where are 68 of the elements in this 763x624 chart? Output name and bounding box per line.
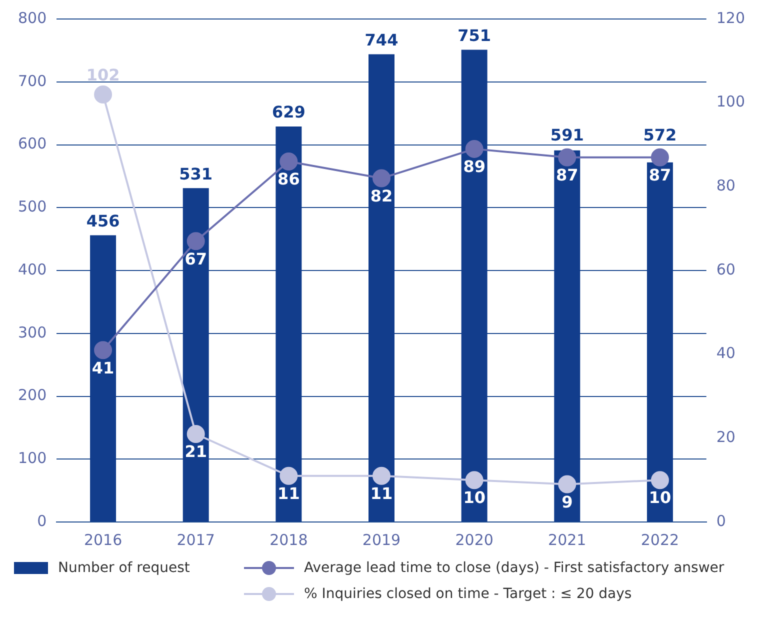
data-label: 456 [86,211,120,230]
data-label: 86 [278,170,300,189]
point [186,232,205,250]
y2-tick-label: 100 [716,92,746,111]
data-label: 9 [562,492,573,512]
point [372,169,390,188]
bar [368,54,394,522]
x-tick-label: 2018 [270,530,308,549]
point [280,152,298,171]
point [465,471,484,490]
y-tick-label: 100 [18,449,47,468]
data-label: 87 [556,165,578,184]
data-label: 82 [370,186,393,206]
x-tick-label: 2017 [176,530,215,549]
y2-tick-label: 20 [716,428,736,446]
point [558,475,576,494]
y-tick-label: 500 [18,198,47,216]
point [186,424,205,443]
point [650,148,669,166]
data-label: 591 [550,125,584,144]
bar [554,150,580,522]
y2-tick-label: 80 [716,176,736,195]
x-tick-label: 2019 [362,530,401,549]
data-label: 11 [278,484,300,504]
y2-tick-label: 120 [716,8,746,27]
y2-tick-label: 0 [716,512,726,530]
legend-label: % Inquiries closed on time - Target : ≤ 20 days [304,586,632,602]
y2-tick-label: 60 [716,260,736,278]
y-tick-label: 300 [18,323,47,342]
data-label: 572 [643,125,677,144]
data-label: 89 [463,157,486,176]
data-label: 744 [364,30,398,50]
data-label: 41 [92,358,114,378]
y2-tick-label: 40 [716,344,736,362]
legend-label: Average lead time to close (days) - First satisfactory answer [304,560,724,576]
legend-label: Number of request [58,560,190,576]
point [465,140,484,158]
data-label: 751 [458,26,492,45]
x-tick-label: 2020 [455,530,494,549]
data-label: 21 [184,442,207,462]
data-label: 102 [86,66,120,85]
bar [646,162,673,522]
point [280,466,298,485]
data-label: 11 [370,484,393,504]
data-label: 10 [463,488,486,508]
data-label: 531 [179,164,213,184]
point [650,471,669,490]
data-label: 87 [648,165,672,184]
point [94,85,112,104]
x-tick-label: 2016 [84,530,122,549]
point [372,466,390,485]
data-label: 10 [648,488,672,508]
bar [90,235,116,522]
y-tick-label: 400 [18,260,47,278]
y-tick-label: 200 [18,386,47,404]
point [558,148,576,166]
y-tick-label: 600 [18,134,47,153]
bar [276,126,302,522]
y-tick-label: 700 [18,72,47,90]
bar [182,188,209,522]
bar [461,50,488,522]
data-label: 629 [272,102,306,122]
y-tick-label: 0 [37,512,47,530]
x-tick-label: 2021 [548,530,586,549]
x-tick-label: 2022 [640,530,680,549]
data-label: 67 [184,249,207,268]
point [94,341,112,360]
y-tick-label: 800 [18,8,47,27]
